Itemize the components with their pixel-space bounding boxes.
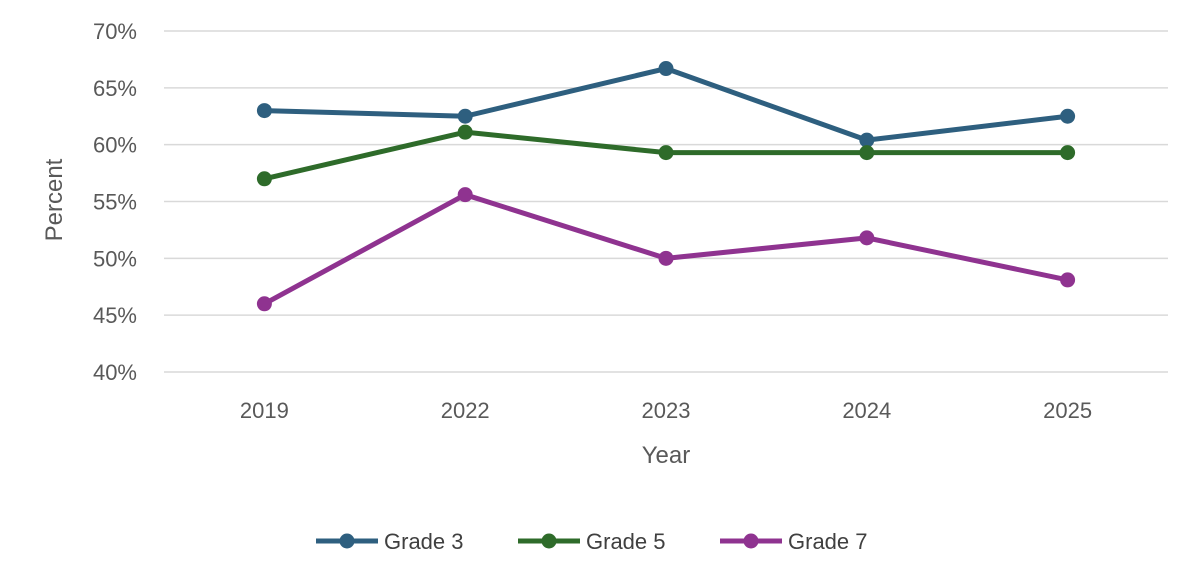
legend-label: Grade 3 (384, 529, 464, 554)
gridlines (164, 30, 1168, 373)
data-point (256, 171, 272, 187)
legend-label: Grade 5 (586, 529, 666, 554)
x-tick-label: 2024 (842, 398, 891, 423)
data-point (1060, 145, 1076, 161)
legend-item: Grade 3 (316, 529, 464, 554)
y-axis-title: Percent (41, 158, 68, 241)
data-point (1060, 108, 1076, 124)
x-axis-title: Year (642, 442, 691, 469)
x-axis-tick-labels: 2019 2022 2023 2024 2025 (240, 398, 1092, 423)
x-tick-label: 2025 (1043, 398, 1092, 423)
series-grade-7 (256, 187, 1076, 312)
data-point (658, 145, 674, 161)
data-point (658, 61, 674, 77)
y-tick-label: 60% (93, 133, 137, 158)
data-point (457, 108, 473, 124)
legend-marker (339, 533, 355, 549)
data-point (256, 103, 272, 119)
data-point (256, 296, 272, 312)
data-point (859, 230, 875, 246)
y-tick-label: 45% (93, 303, 137, 328)
legend-marker (743, 533, 759, 549)
data-point (658, 250, 674, 266)
x-tick-label: 2019 (240, 398, 289, 423)
y-tick-label: 70% (93, 19, 137, 44)
legend-item: Grade 5 (518, 529, 666, 554)
series-line (261, 66, 1071, 143)
x-tick-label: 2022 (441, 398, 490, 423)
legend-marker (541, 533, 557, 549)
series-lines (256, 61, 1076, 312)
x-tick-label: 2023 (642, 398, 691, 423)
legend: Grade 3 Grade 5 Grade 7 (316, 529, 868, 554)
data-point (457, 124, 473, 140)
data-point (859, 145, 875, 161)
legend-item: Grade 7 (720, 529, 868, 554)
y-tick-label: 65% (93, 76, 137, 101)
series-grade-5 (256, 124, 1076, 187)
y-axis-tick-labels: 40% 45% 50% 55% 60% 65% 70% (93, 19, 137, 385)
legend-label: Grade 7 (788, 529, 868, 554)
y-tick-label: 50% (93, 246, 137, 271)
data-point (859, 132, 875, 148)
y-tick-label: 55% (93, 190, 137, 215)
y-tick-label: 40% (93, 360, 137, 385)
data-point (1060, 272, 1076, 288)
series-grade-3 (256, 61, 1076, 148)
series-line (261, 192, 1071, 307)
data-point (457, 187, 473, 203)
